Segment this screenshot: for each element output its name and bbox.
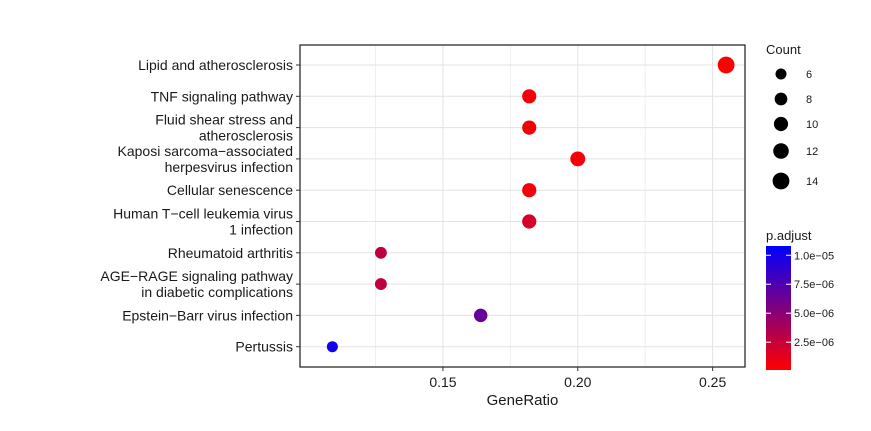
count-legend-dot — [772, 172, 790, 190]
count-legend-label: 6 — [806, 69, 812, 81]
plot-background — [300, 45, 745, 367]
category-label: Lipid and atherosclerosis — [138, 57, 293, 73]
count-legend-dot — [774, 92, 788, 106]
category-label: herpesvirus infection — [165, 159, 293, 175]
category-label: AGE−RAGE signaling pathway — [100, 268, 293, 284]
data-point[interactable] — [473, 308, 488, 323]
data-point[interactable] — [717, 56, 735, 74]
padjust-colorbar — [766, 246, 791, 370]
category-label: Human T−cell leukemia virus — [113, 206, 293, 222]
category-label: Cellular senescence — [167, 182, 293, 198]
category-label: atherosclerosis — [199, 128, 293, 144]
data-point[interactable] — [570, 151, 586, 167]
padjust-legend-label: 5.0e−06 — [794, 308, 834, 320]
data-point[interactable] — [522, 183, 537, 198]
category-label: Fluid shear stress and — [155, 112, 293, 128]
category-label: Kaposi sarcoma−associated — [118, 143, 294, 159]
category-label: Pertussis — [235, 339, 293, 355]
category-label: 1 infection — [229, 222, 293, 238]
x-tick-label: 0.15 — [429, 374, 456, 390]
x-tick-label: 0.20 — [564, 374, 591, 390]
plot-border — [299, 44, 746, 368]
padjust-legend-label: 7.5e−06 — [794, 279, 834, 291]
padjust-legend: p.adjust 1.0e−05 7.5e−06 5.0e−06 2.5e−06 — [766, 228, 834, 370]
count-legend-label: 10 — [806, 119, 818, 131]
category-label: in diabetic complications — [141, 284, 293, 300]
count-legend-label: 12 — [806, 146, 818, 158]
data-point[interactable] — [374, 278, 387, 291]
count-legend: Count 6 8 10 12 14 — [766, 42, 818, 190]
data-point[interactable] — [522, 120, 537, 135]
data-point[interactable] — [522, 214, 537, 229]
x-tick-label: 0.25 — [699, 374, 726, 390]
count-legend-dot — [773, 143, 789, 159]
count-legend-label: 8 — [806, 94, 812, 106]
category-label: Rheumatoid arthritis — [168, 245, 293, 261]
padjust-legend-label: 1.0e−05 — [794, 250, 834, 262]
count-legend-dot — [773, 116, 789, 132]
plot-area: Lipid and atherosclerosis TNF signaling p… — [100, 44, 746, 409]
padjust-legend-title: p.adjust — [766, 228, 812, 243]
data-point[interactable] — [326, 341, 338, 353]
count-legend-label: 14 — [806, 176, 818, 188]
padjust-legend-label: 2.5e−06 — [794, 337, 834, 349]
data-point[interactable] — [374, 246, 387, 259]
data-point[interactable] — [522, 89, 537, 104]
category-label: Epstein−Barr virus infection — [122, 307, 293, 323]
count-legend-title: Count — [766, 42, 801, 57]
count-legend-dot — [775, 68, 787, 80]
x-axis-title: GeneRatio — [487, 392, 559, 409]
category-label: TNF signaling pathway — [151, 88, 293, 104]
